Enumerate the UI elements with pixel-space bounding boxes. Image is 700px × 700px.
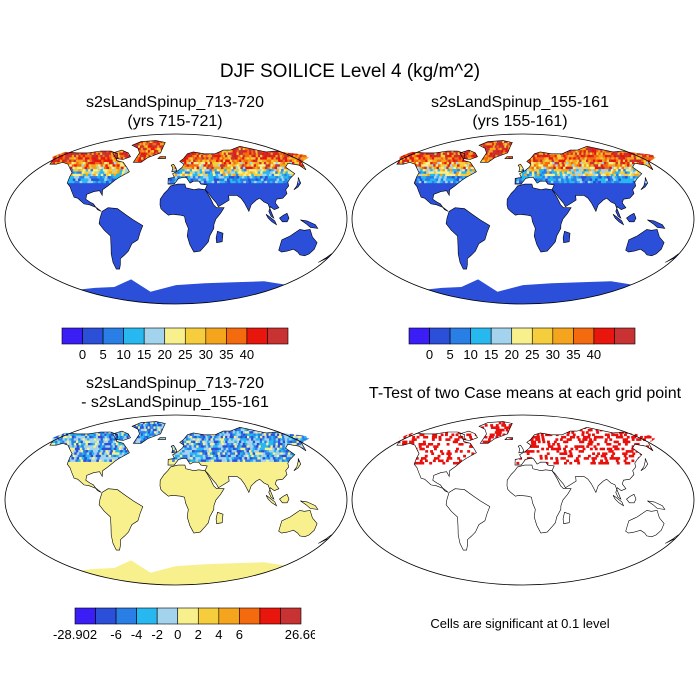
colorbar-tick-label: 20 [157, 347, 171, 362]
colorbar-swatch [164, 327, 186, 345]
colorbar-swatch [280, 607, 302, 625]
colorbar-tick-label: 20 [504, 347, 518, 362]
colorbar-swatch [136, 607, 158, 625]
panel-title-line2: (yrs 715-721) [127, 113, 223, 130]
panel-title-line1: T-Test of two Case means at each grid po… [368, 385, 682, 402]
colorbar-swatch [123, 327, 145, 345]
colorbar-tick-label: 25 [525, 347, 539, 362]
colorbar-swatch [74, 607, 96, 625]
colorbar-tick-label: -28.902 [53, 627, 97, 642]
colorbar-tick-label: 5 [99, 347, 106, 362]
colorbar-swatch [408, 327, 430, 345]
panel-title-line2: - s2sLandSpinup_155-161 [81, 394, 269, 411]
colorbar-tick-label: 15 [137, 347, 151, 362]
panel-title-line1: s2sLandSpinup_713-720 [86, 94, 264, 111]
colorbar-tick-label: 26.66 [285, 627, 315, 642]
colorbar-swatch [115, 607, 137, 625]
colorbar-tick-label: 2 [195, 627, 202, 642]
map-panel-control [351, 133, 695, 305]
panel-title-difference: s2sLandSpinup_713-720 - s2sLandSpinup_15… [10, 374, 340, 412]
antarctica-fringe [43, 279, 309, 304]
colorbar-tick-label: 0 [79, 347, 86, 362]
colorbar-tick-label: -2 [151, 627, 163, 642]
colorbar-swatch [593, 327, 615, 345]
colorbar-swatch [156, 607, 179, 625]
colorbar-swatch [205, 327, 227, 345]
colorbar-swatch [573, 327, 595, 345]
colorbar-tick-label: 35 [219, 347, 233, 362]
colorbar-swatch [614, 327, 636, 345]
colorbar-swatch [429, 327, 451, 345]
colorbar-swatch [226, 327, 248, 345]
colorbar-tick-label: 10 [116, 347, 130, 362]
colorbar-tick-label: 15 [484, 347, 498, 362]
map-frame [4, 133, 348, 305]
colorbar-tick-label: 4 [215, 627, 222, 642]
colorbar-swatch [61, 327, 83, 345]
colorbar-swatch [470, 327, 492, 345]
colorbar-swatch [102, 327, 124, 345]
colorbar-swatch [177, 607, 199, 625]
map-panel-difference [4, 414, 348, 586]
colorbar-case: 0 5 10 15 20 25 30 35 40 [61, 327, 289, 362]
panel-title-line2: (yrs 155-161) [472, 113, 568, 130]
antarctica-fringe [43, 560, 309, 585]
colorbar-tick-label: 0 [426, 347, 433, 362]
colorbar-tick-label: 30 [199, 347, 213, 362]
colorbar-swatch [531, 327, 554, 345]
colorbar-swatch [267, 327, 289, 345]
colorbar-tick-label: 6 [236, 627, 243, 642]
colorbar-swatch [490, 327, 513, 345]
colorbar-tick-label: 25 [178, 347, 192, 362]
significance-note: Cells are significant at 0.1 level [430, 616, 610, 631]
colorbar-tick-label: 30 [546, 347, 560, 362]
figure-title: DJF SOILICE Level 4 (kg/m^2) [219, 61, 481, 82]
colorbar-tick-label: 0 [174, 627, 181, 642]
colorbar-swatch [197, 607, 220, 625]
colorbar-tick-label: 40 [587, 347, 601, 362]
map-frame [351, 414, 695, 586]
panel-title-line1: s2sLandSpinup_713-720 [86, 375, 264, 392]
colorbar-swatch [552, 327, 574, 345]
map-frame [4, 414, 348, 586]
field-cells [396, 421, 681, 465]
panel-title-case: s2sLandSpinup_713-720 (yrs 715-721) [10, 93, 340, 131]
colorbar-control: 0 5 10 15 20 25 30 35 40 [408, 327, 636, 362]
colorbar-swatch [259, 607, 281, 625]
map-panel-ttest [351, 414, 695, 586]
coastline-layer [49, 140, 335, 270]
colorbar-swatch [95, 607, 117, 625]
colorbar-swatch [218, 607, 240, 625]
panel-title-line1: s2sLandSpinup_155-161 [431, 94, 609, 111]
colorbar-tick-label: 5 [446, 347, 453, 362]
colorbar-swatch [246, 327, 268, 345]
map-panel-case [4, 133, 348, 305]
colorbar-swatch [184, 327, 207, 345]
colorbar-tick-label: -4 [131, 627, 143, 642]
colorbar-tick-label: 35 [566, 347, 580, 362]
colorbar-tick-label: -6 [110, 627, 122, 642]
panel-title-ttest: T-Test of two Case means at each grid po… [350, 384, 700, 403]
colorbar-swatch [449, 327, 471, 345]
colorbar-swatch [143, 327, 166, 345]
colorbar-swatch [239, 607, 261, 625]
coastline-layer [396, 140, 682, 270]
colorbar-swatch [82, 327, 104, 345]
colorbar-tick-label: 10 [463, 347, 477, 362]
panel-title-control: s2sLandSpinup_155-161 (yrs 155-161) [355, 93, 685, 131]
colorbar-swatch [511, 327, 533, 345]
antarctica-fringe [390, 279, 656, 304]
colorbar-tick-label: 40 [240, 347, 254, 362]
map-frame [351, 133, 695, 305]
colorbar-difference: -28.902 -6 -4 -2 0 2 4 6 26.66 [53, 607, 315, 642]
